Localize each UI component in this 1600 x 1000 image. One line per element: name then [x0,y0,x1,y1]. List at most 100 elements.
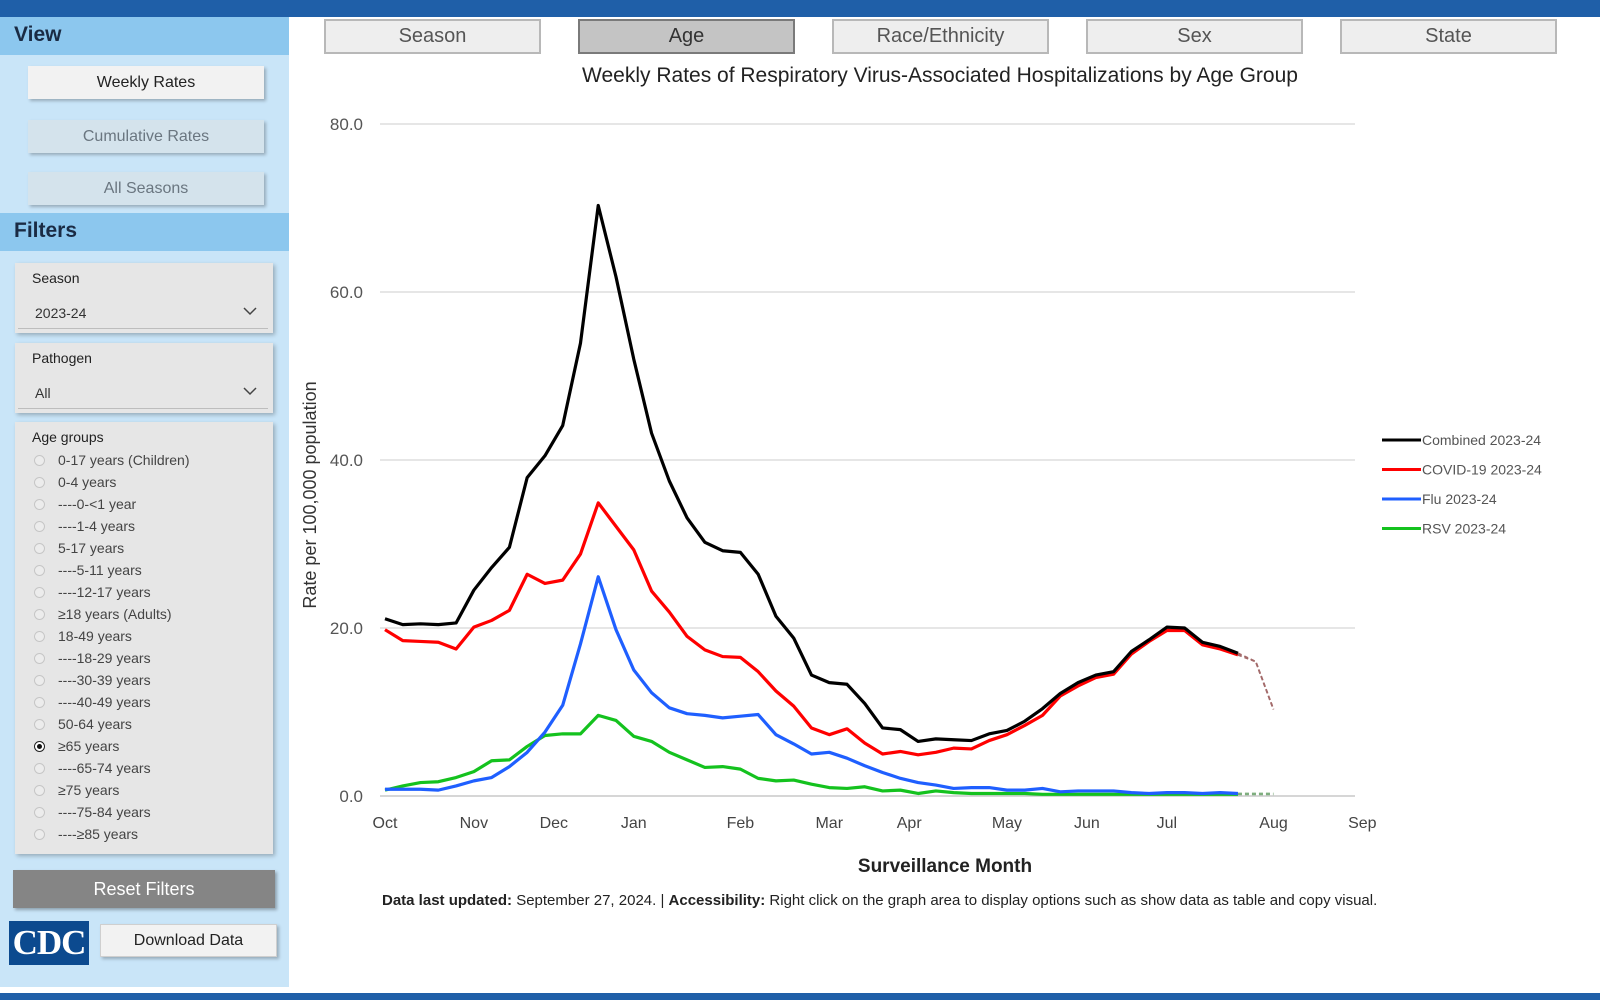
tab-state[interactable]: State [1340,19,1557,54]
top-banner-bar [0,0,1600,17]
age-group-option[interactable]: ≥65 years [34,736,119,756]
projection-line [1237,652,1275,710]
chevron-down-icon [243,307,257,316]
radio-button[interactable] [34,564,45,576]
data-updated-label: Data last updated: [382,892,513,909]
age-group-label: ----1-4 years [58,518,136,534]
all-seasons-button[interactable]: All Seasons [28,172,264,205]
tab-age[interactable]: Age [578,19,795,54]
age-group-option[interactable]: ----75-84 years [34,802,151,822]
season-filter-label: Season [32,270,80,286]
age-group-label: ≥65 years [58,738,120,754]
age-group-option[interactable]: ----30-39 years [34,670,151,690]
cdc-logo[interactable]: CDC [9,921,89,965]
chart-title: Weekly Rates of Respiratory Virus-Associ… [582,64,1298,87]
series-line-flu-2023-24[interactable] [385,575,1239,796]
pathogen-filter-label: Pathogen [32,350,92,366]
radio-button[interactable] [34,718,45,730]
radio-button[interactable] [34,586,45,598]
weekly-rates-button[interactable]: Weekly Rates [28,66,264,99]
season-filter: Season 2023-24 [15,263,273,333]
x-axis-label: Surveillance Month [858,856,1032,877]
radio-button[interactable] [34,762,45,774]
legend-label: Combined 2023-24 [1422,432,1541,448]
age-group-label: 18-49 years [58,628,132,644]
tab-race-ethnicity[interactable]: Race/Ethnicity [832,19,1049,54]
radio-button[interactable] [34,828,45,840]
radio-button[interactable] [34,608,45,620]
x-tick-label: Dec [540,815,568,832]
series-line-combined-2023-24[interactable] [384,203,1239,744]
legend-item[interactable]: COVID-19 2023-24 [1382,462,1542,478]
chart-legend[interactable]: Combined 2023-24 COVID-19 2023-24 Flu 2023… [1382,432,1542,537]
cumulative-rates-button[interactable]: Cumulative Rates [28,120,264,153]
age-group-label: ----30-39 years [58,672,151,688]
footer-note: Data last updated: September 27, 2024. |… [382,892,1582,909]
pathogen-dropdown[interactable]: All [18,378,268,409]
data-updated-value: September 27, 2024. | [512,892,669,909]
pathogen-filter: Pathogen All [15,343,273,413]
age-group-label: ----0-<1 year [58,496,137,512]
radio-button[interactable] [34,630,45,642]
radio-button[interactable] [34,454,45,466]
age-group-option[interactable]: ----18-29 years [34,648,151,668]
grid-lines [380,123,1355,797]
accessibility-note: Right click on the graph area to display… [765,892,1378,909]
age-group-option[interactable]: 50-64 years [34,714,132,734]
series-line-covid-19-2023-24[interactable] [384,501,1239,757]
radio-button[interactable] [34,498,45,510]
pathogen-dropdown-value: All [35,385,51,401]
radio-button[interactable] [34,652,45,664]
age-group-label: ----12-17 years [58,584,151,600]
age-group-option[interactable]: ≥75 years [34,780,119,800]
age-group-option[interactable]: ----5-11 years [34,560,142,580]
series-lines[interactable] [384,203,1275,796]
series-line-rsv-2023-24[interactable] [384,713,1238,796]
age-group-option[interactable]: 5-17 years [34,538,124,558]
age-group-option[interactable]: 18-49 years [34,626,132,646]
radio-button[interactable] [34,806,45,818]
age-group-label: ----65-74 years [58,760,151,776]
age-group-option[interactable]: ----65-74 years [34,758,151,778]
age-group-option[interactable]: ≥18 years (Adults) [34,604,172,624]
radio-button[interactable] [34,674,45,686]
age-groups-label: Age groups [32,429,104,445]
radio-button[interactable] [34,740,45,752]
tab-sex[interactable]: Sex [1086,19,1303,54]
age-group-label: ≥18 years (Adults) [58,606,172,622]
legend-item[interactable]: RSV 2023-24 [1382,521,1506,537]
x-tick-label: Jun [1074,815,1100,832]
legend-item[interactable]: Combined 2023-24 [1382,432,1541,448]
reset-filters-button[interactable]: Reset Filters [13,870,275,908]
radio-button[interactable] [34,784,45,796]
radio-button[interactable] [34,696,45,708]
age-group-option[interactable]: ----0-<1 year [34,494,136,514]
y-tick-label: 40.0 [330,451,363,470]
y-axis-label: Rate per 100,000 population [300,381,320,608]
legend-label: RSV 2023-24 [1422,521,1506,537]
age-group-option[interactable]: ----12-17 years [34,582,151,602]
age-group-label: 0-4 years [58,474,117,490]
radio-button[interactable] [34,476,45,488]
x-tick-label: Feb [727,815,755,832]
y-axis-ticks: 0.0 20.0 40.0 60.0 80.0 [330,115,363,806]
age-group-label: 0-17 years (Children) [58,452,190,468]
radio-button[interactable] [34,542,45,554]
radio-button[interactable] [34,520,45,532]
download-data-button[interactable]: Download Data [100,924,277,957]
age-group-option[interactable]: ----40-49 years [34,692,151,712]
x-tick-label: Oct [373,815,398,832]
age-group-option[interactable]: ----1-4 years [34,516,135,536]
hospitalization-rates-chart[interactable]: 0.0 20.0 40.0 60.0 80.0 Oct Nov Dec Jan Feb Mar Ap… [290,90,1600,890]
age-group-option[interactable]: 0-4 years [34,472,116,492]
y-tick-label: 20.0 [330,619,363,638]
tab-season[interactable]: Season [324,19,541,54]
season-dropdown[interactable]: 2023-24 [18,298,268,329]
x-axis-ticks: Oct Nov Dec Jan Feb Mar Apr May Jun Jul Aug Sep [373,815,1377,832]
age-group-option[interactable]: ----≥85 years [34,824,138,844]
legend-item[interactable]: Flu 2023-24 [1382,491,1497,507]
age-group-option[interactable]: 0-17 years (Children) [34,450,190,470]
sidebar: View Weekly Rates Cumulative Rates All S… [0,17,289,987]
chevron-down-icon [243,387,257,396]
y-tick-label: 60.0 [330,283,363,302]
